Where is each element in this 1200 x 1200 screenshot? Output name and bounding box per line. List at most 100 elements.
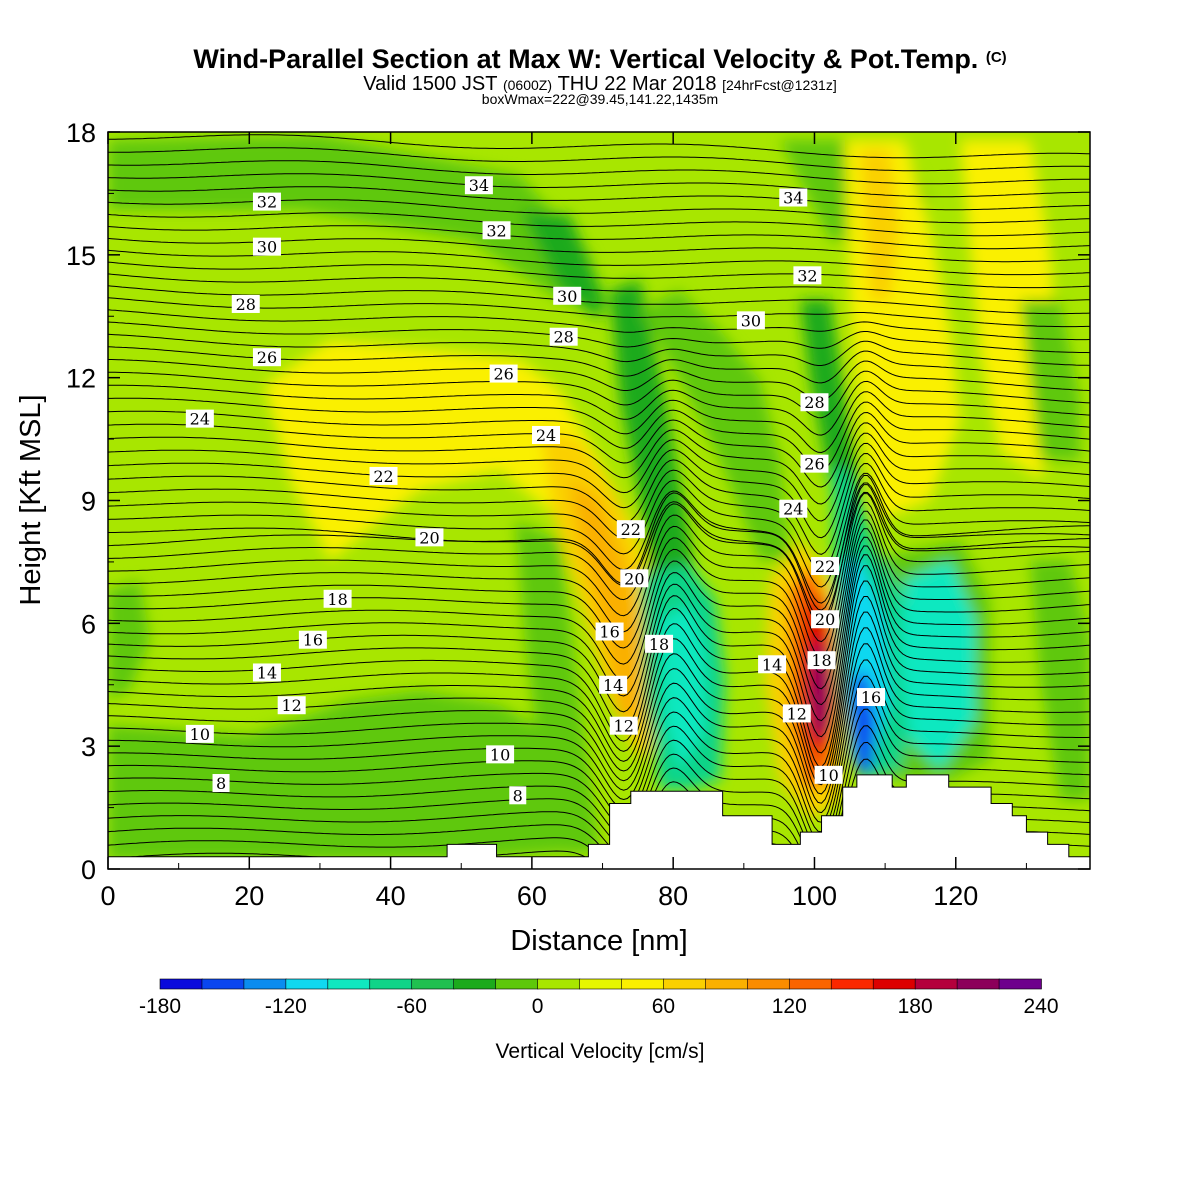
theta-label-box — [212, 774, 230, 793]
colorbar-swatch — [872, 978, 916, 990]
valid-prefix: Valid 1500 JST — [363, 73, 498, 95]
theta-contour — [108, 545, 1090, 738]
theta-label-box — [185, 724, 214, 743]
theta-label-box — [185, 409, 214, 428]
theta-label: 34 — [469, 176, 489, 195]
colorbar-swatch — [285, 978, 329, 990]
theta-contour — [108, 285, 1090, 315]
theta-label-box — [489, 364, 518, 383]
colorbar-swatch — [411, 978, 455, 990]
field-region — [265, 340, 650, 600]
theta-contour — [108, 380, 1090, 436]
theta-contour — [108, 147, 1090, 172]
theta-label-box — [323, 589, 352, 608]
copyright-mark: (C) — [985, 49, 1007, 66]
theta-label-box — [758, 655, 787, 674]
theta-label: 20 — [624, 569, 644, 588]
theta-label-box — [252, 663, 281, 682]
theta-label: 8 — [216, 774, 226, 793]
colorbar-tick-label: -180 — [139, 995, 181, 1018]
colorbar-swatch — [495, 978, 539, 990]
theta-label-box — [532, 425, 561, 444]
theta-contour — [108, 359, 1090, 401]
theta-label: 30 — [741, 311, 761, 330]
valid-date: THU 22 Mar 2018 — [557, 73, 717, 95]
theta-label: 32 — [257, 193, 277, 212]
theta-label: 16 — [861, 688, 881, 707]
theta-contour — [108, 491, 1090, 620]
theta-label: 22 — [815, 557, 835, 576]
theta-label-box — [298, 630, 327, 649]
theta-contour — [108, 536, 1090, 722]
theta-label-box — [549, 327, 578, 346]
theta-label: 26 — [804, 455, 824, 474]
theta-contour — [108, 411, 1090, 488]
theta-label: 18 — [327, 590, 347, 609]
theta-contour — [108, 160, 1090, 185]
theta-contour — [108, 432, 1090, 522]
theta-label: 10 — [818, 766, 838, 785]
theta-contour — [108, 510, 1090, 674]
theta-contour — [108, 554, 1090, 754]
theta-label: 24 — [190, 410, 210, 429]
theta-label-box — [277, 696, 306, 715]
y-axis-label: Height [Kft MSL] — [15, 394, 47, 605]
colorbar-swatch — [201, 978, 245, 990]
theta-label-box — [779, 188, 808, 207]
theta-label: 18 — [649, 635, 669, 654]
theta-label-box — [415, 528, 444, 547]
theta-label-box — [616, 520, 645, 539]
theta-label: 22 — [621, 520, 641, 539]
theta-contour — [108, 611, 1090, 795]
theta-contour — [108, 321, 1090, 354]
colorbar-swatch — [453, 978, 497, 990]
colorbar-swatch — [956, 978, 1000, 990]
theta-label-box — [369, 466, 398, 485]
theta-contour — [108, 627, 1090, 804]
y-tick-label: 12 — [66, 364, 96, 394]
theta-label-box — [736, 311, 765, 330]
valid-forecast: [24hrFcst@1231z] — [722, 77, 837, 93]
theta-contour — [108, 442, 1090, 539]
theta-label: 14 — [603, 676, 623, 695]
theta-label-box — [482, 221, 511, 240]
y-tick-label: 9 — [81, 487, 96, 517]
theta-contour — [108, 692, 1090, 843]
theta-contour — [108, 484, 1090, 627]
theta-contour — [108, 708, 1090, 852]
colorbar-swatch — [747, 978, 791, 990]
theta-contour — [108, 370, 1090, 419]
theta-label-box — [800, 454, 829, 473]
theta-contour — [108, 186, 1090, 211]
theta-contour — [108, 261, 1090, 289]
field-region — [108, 580, 150, 700]
colorbar-swatch — [663, 978, 707, 990]
x-tick-label: 0 — [100, 881, 115, 911]
theta-contour — [108, 492, 1090, 643]
colorbar: -180 -120 -60 0 60 120 180 240 — [139, 978, 1059, 1018]
theta-label-box — [464, 176, 493, 195]
theta-label-box — [595, 622, 624, 641]
x-tick-label: 100 — [792, 881, 837, 911]
theta-label-box — [800, 393, 829, 412]
theta-label: 18 — [811, 651, 831, 670]
theta-labels: 34 34 32 32 32 30 30 30 28 28 28 26 26 26 24 24 24 22 22 22… — [185, 176, 885, 805]
theta-label: 30 — [257, 238, 277, 257]
chart-title-text: Wind-Parallel Section at Max W: Vertical… — [193, 44, 979, 74]
theta-label: 10 — [190, 725, 210, 744]
theta-contour — [108, 134, 1090, 159]
theta-label: 28 — [804, 393, 824, 412]
theta-contour — [108, 482, 1090, 604]
theta-contour — [108, 225, 1090, 250]
colorbar-swatch — [579, 978, 623, 990]
theta-contour — [108, 643, 1090, 814]
theta-label: 12 — [282, 696, 302, 715]
theta-label: 28 — [553, 328, 573, 347]
x-axis-label: Distance [nm] — [510, 925, 687, 957]
x-tick-label: 20 — [234, 881, 264, 911]
theta-label-box — [782, 704, 811, 723]
theta-label: 32 — [486, 221, 506, 240]
y-axis: 0 3 6 9 12 15 18 — [66, 118, 1090, 885]
theta-label-box — [779, 499, 808, 518]
field-region — [520, 210, 605, 320]
